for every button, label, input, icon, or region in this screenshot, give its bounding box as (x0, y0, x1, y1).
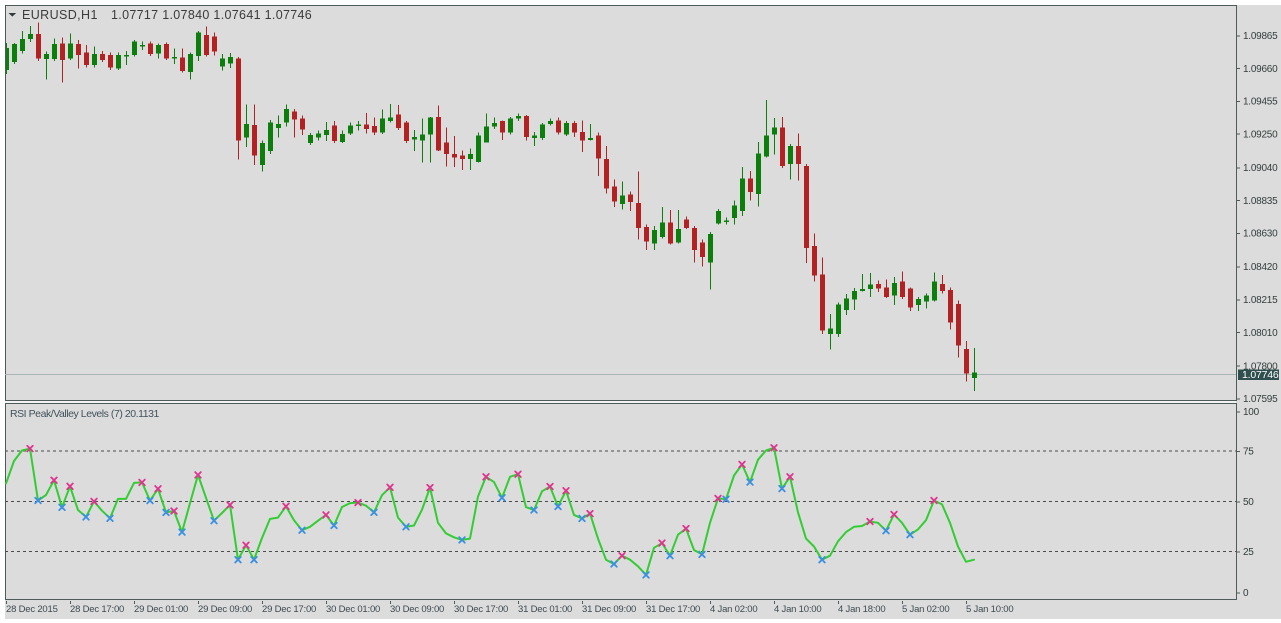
svg-text:28 Dec 17:00: 28 Dec 17:00 (70, 604, 124, 615)
svg-text:1.09865: 1.09865 (1243, 31, 1278, 42)
svg-text:100: 100 (1243, 407, 1260, 418)
svg-text:1.08835: 1.08835 (1243, 196, 1278, 207)
svg-text:1.07717 1.07840 1.07641 1.0774: 1.07717 1.07840 1.07641 1.07746 (111, 8, 312, 22)
svg-text:1.08215: 1.08215 (1243, 295, 1278, 306)
svg-text:31 Dec 17:00: 31 Dec 17:00 (646, 604, 700, 615)
svg-text:5 Jan 02:00: 5 Jan 02:00 (902, 604, 949, 615)
svg-text:1.08630: 1.08630 (1243, 229, 1278, 240)
svg-text:30 Dec 09:00: 30 Dec 09:00 (390, 604, 444, 615)
svg-text:1.09455: 1.09455 (1243, 97, 1278, 108)
svg-text:1.08010: 1.08010 (1243, 328, 1278, 339)
svg-text:5 Jan 10:00: 5 Jan 10:00 (966, 604, 1013, 615)
svg-text:1.09040: 1.09040 (1243, 163, 1278, 174)
svg-text:0: 0 (1243, 588, 1249, 599)
svg-text:31 Dec 09:00: 31 Dec 09:00 (582, 604, 636, 615)
svg-text:30 Dec 01:00: 30 Dec 01:00 (326, 604, 380, 615)
svg-text:29 Dec 09:00: 29 Dec 09:00 (198, 604, 252, 615)
svg-text:1.08420: 1.08420 (1243, 262, 1278, 273)
svg-text:31 Dec 01:00: 31 Dec 01:00 (518, 604, 572, 615)
svg-text:1.09660: 1.09660 (1243, 64, 1278, 75)
svg-text:EURUSD,H1: EURUSD,H1 (22, 8, 98, 22)
svg-text:1.07746: 1.07746 (1242, 369, 1279, 381)
svg-text:25: 25 (1243, 547, 1254, 558)
svg-text:30 Dec 17:00: 30 Dec 17:00 (454, 604, 508, 615)
svg-text:4 Jan 10:00: 4 Jan 10:00 (774, 604, 821, 615)
svg-text:29 Dec 17:00: 29 Dec 17:00 (262, 604, 316, 615)
svg-text:29 Dec 01:00: 29 Dec 01:00 (134, 604, 188, 615)
svg-text:28 Dec 2015: 28 Dec 2015 (6, 604, 58, 615)
svg-text:50: 50 (1243, 497, 1254, 508)
svg-text:1.09250: 1.09250 (1243, 129, 1278, 140)
svg-text:4 Jan 02:00: 4 Jan 02:00 (710, 604, 757, 615)
svg-text:4 Jan 18:00: 4 Jan 18:00 (838, 604, 885, 615)
svg-text:1.07800: 1.07800 (1243, 361, 1278, 372)
svg-text:75: 75 (1243, 447, 1254, 458)
svg-text:1.07595: 1.07595 (1243, 394, 1278, 405)
svg-text:RSI Peak/Valley Levels (7) 20.: RSI Peak/Valley Levels (7) 20.1131 (10, 408, 160, 420)
